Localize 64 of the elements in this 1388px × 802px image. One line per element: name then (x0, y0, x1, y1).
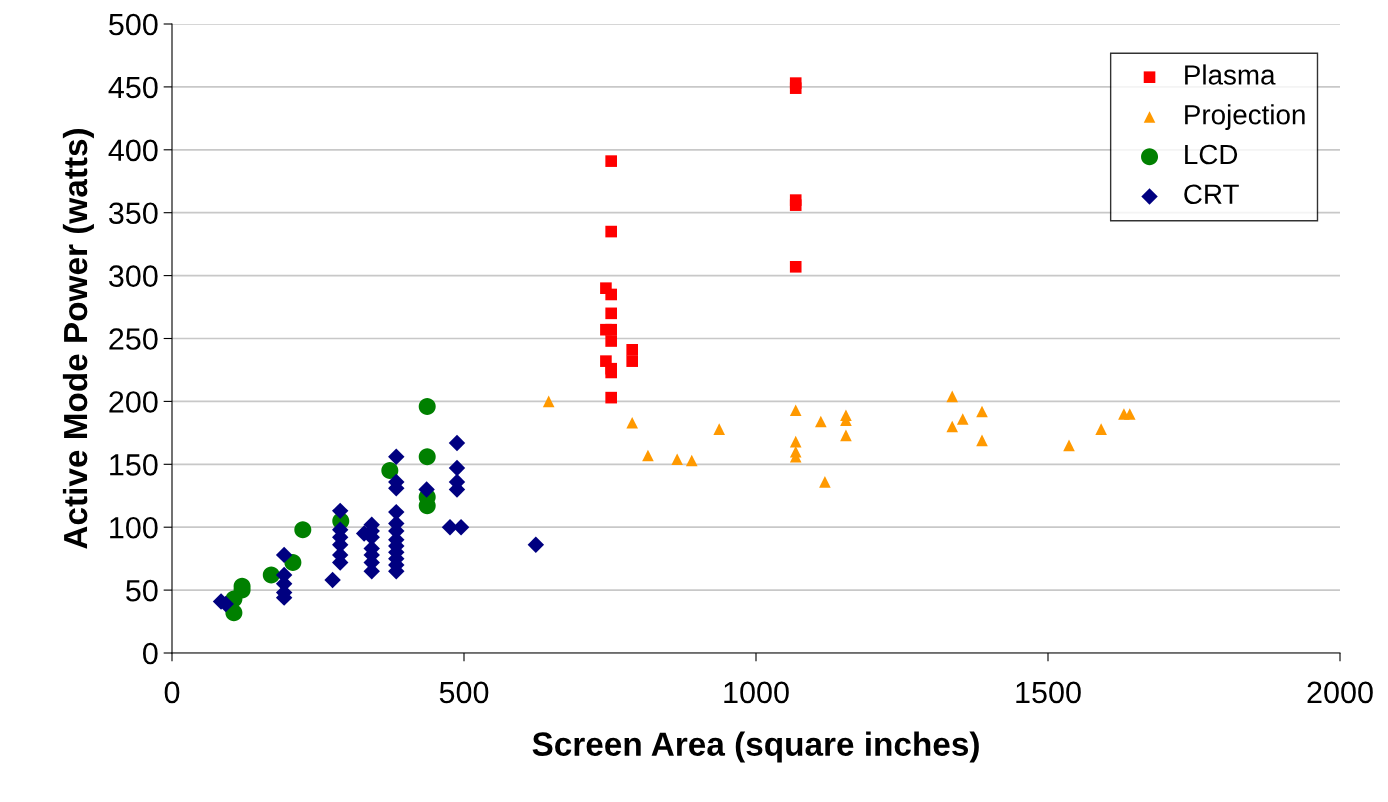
point (626, 344, 638, 356)
point (713, 423, 726, 435)
point (1095, 423, 1107, 435)
point (324, 571, 341, 589)
point (448, 434, 466, 452)
point (789, 260, 802, 273)
point (1123, 408, 1136, 420)
point (605, 391, 617, 404)
point (626, 416, 638, 429)
y-tick-label: 350 (109, 202, 158, 225)
x-axis-title: Screen Area (square inches) (532, 731, 979, 763)
point (789, 435, 802, 448)
point (418, 481, 435, 498)
y-tick-label: 0 (143, 642, 158, 665)
y-tick-label: 200 (109, 391, 158, 413)
y-tick-label: 400 (108, 139, 158, 162)
point (605, 155, 617, 167)
point (789, 82, 802, 94)
legend-label: Projection (1185, 104, 1305, 131)
y-tick-label: 150 (110, 454, 158, 476)
y-tick-label: 500 (109, 13, 158, 36)
point (789, 404, 802, 417)
point (946, 390, 959, 403)
x-tick-label: 0 (164, 681, 180, 704)
point (605, 366, 617, 379)
point (840, 429, 852, 442)
point (294, 521, 312, 539)
point (605, 323, 617, 336)
x-tick-label: 2000 (1307, 681, 1373, 704)
y-tick-label: 300 (109, 265, 158, 287)
y-tick-label: 450 (108, 76, 158, 99)
point (605, 225, 617, 238)
point (331, 502, 349, 520)
x-tick-label: 1000 (724, 681, 789, 704)
x-tick-label: 500 (439, 681, 489, 704)
legend-label: Plasma (1185, 64, 1276, 85)
legend-label: LCD (1185, 144, 1238, 165)
point (418, 448, 436, 466)
y-tick-label: 100 (110, 516, 158, 539)
point (685, 454, 698, 467)
point (626, 355, 638, 367)
point (388, 448, 405, 465)
x-tick-label: 1500 (1016, 681, 1081, 704)
point (605, 335, 617, 347)
point (605, 307, 617, 320)
point (819, 476, 831, 488)
point (275, 546, 293, 564)
point (815, 415, 827, 428)
point (956, 413, 969, 425)
point (542, 395, 555, 408)
y-tick-label: 50 (126, 579, 158, 602)
point (262, 566, 280, 584)
point (527, 536, 545, 554)
point (789, 199, 802, 211)
point (418, 397, 436, 415)
y-tick-label: 250 (109, 328, 158, 350)
y-axis-title: Active Mode Power (watts) (62, 128, 94, 549)
point (225, 604, 243, 622)
legend-label: CRT (1184, 184, 1239, 205)
point (671, 453, 683, 466)
point (946, 420, 959, 433)
point (448, 459, 466, 477)
point (381, 462, 399, 480)
point (605, 288, 617, 301)
